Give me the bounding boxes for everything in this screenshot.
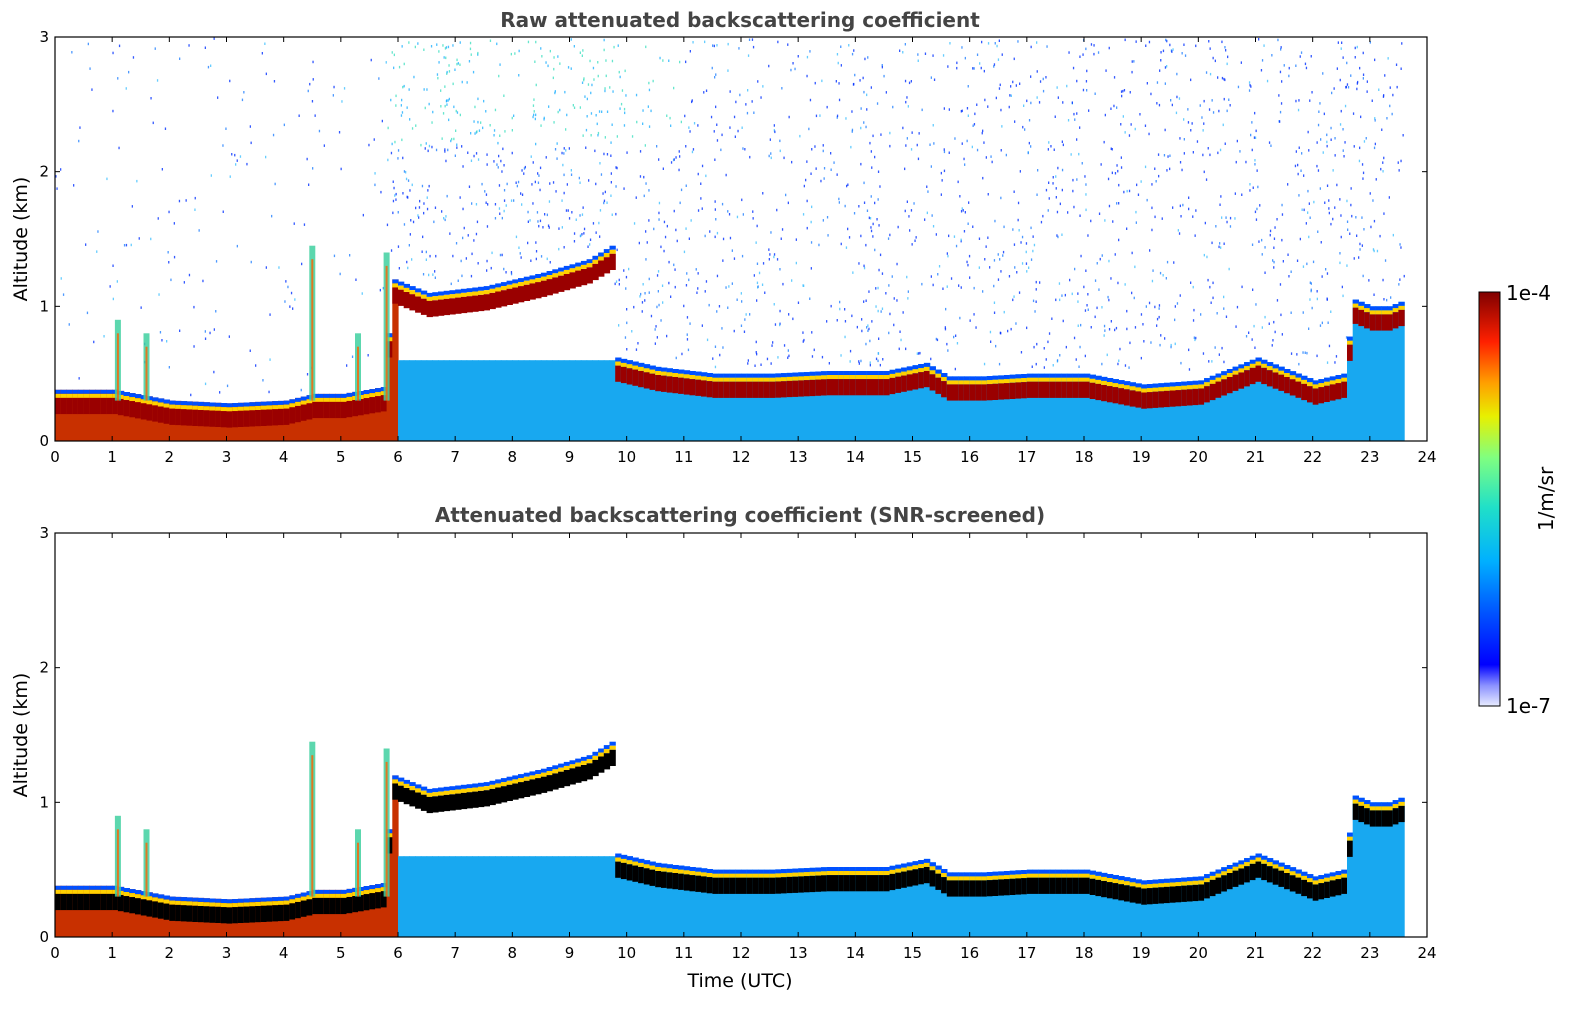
x-tick-label: 10 — [617, 448, 636, 466]
panel1-y-axis: 0 1 2 3 — [39, 28, 1427, 450]
colorbar-gradient — [1478, 291, 1501, 707]
x-tick-label: 23 — [1360, 944, 1379, 962]
x-tick-label: 23 — [1360, 448, 1379, 466]
x-tick-label: 8 — [508, 448, 518, 466]
y-tick-label: 3 — [39, 28, 49, 46]
y-tick-label: 1 — [39, 297, 49, 315]
x-tick-label: 19 — [1132, 944, 1151, 962]
y-tick-label: 2 — [39, 659, 49, 677]
x-tick-label: 0 — [50, 944, 60, 962]
panel2-ylabel: Altitude (km) — [10, 673, 32, 798]
aerosol-layer — [55, 741, 1405, 937]
x-tick-label: 12 — [731, 448, 750, 466]
snr-screened-panel: Attenuated backscattering coefficient (S… — [10, 503, 1437, 992]
panel1-ylabel: Altitude (km) — [10, 177, 32, 302]
panel2-heatmap — [55, 741, 1405, 937]
x-tick-label: 5 — [336, 448, 346, 466]
x-tick-label: 5 — [336, 944, 346, 962]
x-tick-label: 20 — [1189, 944, 1208, 962]
x-tick-label: 18 — [1074, 448, 1093, 466]
x-tick-label: 7 — [450, 944, 460, 962]
x-tick-label: 21 — [1246, 944, 1265, 962]
y-tick-label: 1 — [39, 793, 49, 811]
x-tick-label: 16 — [960, 448, 979, 466]
x-tick-label: 2 — [165, 448, 175, 466]
x-tick-label: 10 — [617, 944, 636, 962]
y-tick-label: 0 — [39, 432, 49, 450]
x-tick-label: 6 — [393, 944, 403, 962]
x-tick-label: 14 — [846, 944, 865, 962]
panel2-y-axis: 0 1 2 3 — [39, 524, 1427, 946]
raw-backscatter-panel: Raw attenuated backscattering coefficien… — [10, 8, 1437, 466]
x-tick-label: 18 — [1074, 944, 1093, 962]
x-tick-label: 3 — [222, 448, 232, 466]
x-tick-label: 15 — [903, 448, 922, 466]
x-tick-label: 13 — [789, 448, 808, 466]
x-tick-label: 15 — [903, 944, 922, 962]
panel1-x-axis: 0 1 2 3 4 5 6 7 8 9 10 11 12 13 14 15 16 17 18 19 20 21 22 23 24 — [50, 37, 1437, 466]
colorbar: 1e-4 1e-7 1/m/sr — [1478, 281, 1558, 718]
y-tick-label: 2 — [39, 163, 49, 181]
aerosol-layer — [55, 245, 1405, 441]
x-tick-label: 14 — [846, 448, 865, 466]
x-tick-label: 4 — [279, 448, 289, 466]
panel1-title: Raw attenuated backscattering coefficien… — [500, 8, 980, 32]
x-tick-label: 13 — [789, 944, 808, 962]
x-tick-label: 16 — [960, 944, 979, 962]
plume-spikes — [114, 245, 390, 401]
x-tick-label: 11 — [674, 448, 693, 466]
x-tick-label: 8 — [508, 944, 518, 962]
x-tick-label: 22 — [1303, 448, 1322, 466]
panel2-x-axis: 0 1 2 3 4 5 6 7 8 9 10 11 12 13 14 15 16 17 18 19 20 21 22 23 24 — [50, 533, 1437, 962]
panel2-xlabel: Time (UTC) — [686, 970, 792, 992]
x-tick-label: 17 — [1017, 944, 1036, 962]
colorbar-max-label: 1e-4 — [1506, 281, 1551, 305]
x-tick-label: 0 — [50, 448, 60, 466]
x-tick-label: 3 — [222, 944, 232, 962]
x-tick-label: 20 — [1189, 448, 1208, 466]
x-tick-label: 4 — [279, 944, 289, 962]
x-tick-label: 24 — [1417, 448, 1436, 466]
colorbar-min-label: 1e-7 — [1506, 694, 1551, 718]
x-tick-label: 21 — [1246, 448, 1265, 466]
x-tick-label: 17 — [1017, 448, 1036, 466]
x-tick-label: 19 — [1132, 448, 1151, 466]
x-tick-label: 1 — [107, 944, 117, 962]
x-tick-label: 11 — [674, 944, 693, 962]
x-tick-label: 9 — [565, 944, 575, 962]
x-tick-label: 12 — [731, 944, 750, 962]
x-tick-label: 6 — [393, 448, 403, 466]
x-tick-label: 2 — [165, 944, 175, 962]
plume-spikes — [114, 741, 390, 897]
noise-dots — [55, 37, 1405, 397]
panel1-heatmap — [55, 37, 1405, 441]
x-tick-label: 7 — [450, 448, 460, 466]
x-tick-label: 22 — [1303, 944, 1322, 962]
panel2-title: Attenuated backscattering coefficient (S… — [435, 503, 1045, 527]
colorbar-unit-label: 1/m/sr — [1534, 466, 1558, 531]
x-tick-label: 24 — [1417, 944, 1436, 962]
x-tick-label: 1 — [107, 448, 117, 466]
x-tick-label: 9 — [565, 448, 575, 466]
y-tick-label: 3 — [39, 524, 49, 542]
y-tick-label: 0 — [39, 928, 49, 946]
